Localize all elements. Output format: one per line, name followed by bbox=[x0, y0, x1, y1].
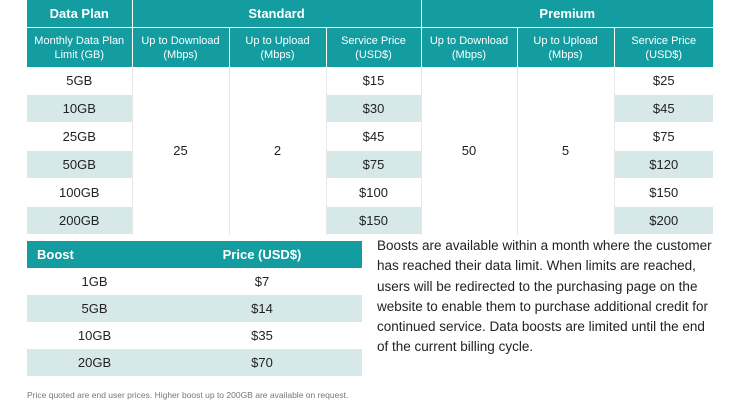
std-price: $150 bbox=[326, 206, 421, 235]
boost-table: Boost Price (USD$) 1GB $7 5GB $14 10GB $… bbox=[27, 241, 362, 376]
table-row: 10GB $35 bbox=[27, 322, 362, 349]
table-row: 100GB $100 $150 bbox=[27, 178, 713, 207]
table-row: 5GB 25 2 $15 50 5 $25 bbox=[27, 67, 713, 235]
plan-limit: 10GB bbox=[27, 94, 132, 123]
boost-size: 20GB bbox=[27, 349, 162, 376]
header-standard: Standard bbox=[131, 0, 421, 28]
table-row: 5GB $14 bbox=[27, 295, 362, 322]
header-premium: Premium bbox=[420, 0, 713, 28]
prem-price: $25 bbox=[614, 67, 713, 95]
boost-size: 10GB bbox=[27, 322, 162, 349]
plan-limit: 100GB bbox=[27, 178, 132, 207]
table-row: 1GB $7 bbox=[27, 268, 362, 295]
table-row: 200GB $150 $200 bbox=[27, 206, 713, 235]
boost-size: 1GB bbox=[27, 268, 162, 295]
footnote: Price quoted are end user prices. Higher… bbox=[27, 390, 349, 400]
prem-price: $200 bbox=[614, 206, 713, 235]
prem-price: $45 bbox=[614, 94, 713, 123]
boost-size: 5GB bbox=[27, 295, 162, 322]
subheader-prem-download: Up to Download (Mbps) bbox=[420, 27, 517, 67]
subheader-limit: Monthly Data Plan Limit (GB) bbox=[27, 27, 132, 67]
std-price: $15 bbox=[326, 67, 421, 95]
plan-limit: 200GB bbox=[27, 206, 132, 235]
subheader-std-download: Up to Download (Mbps) bbox=[131, 27, 229, 67]
prem-upload-value: 5 bbox=[516, 67, 615, 235]
boost-price: $7 bbox=[162, 268, 362, 295]
table-row: 20GB $70 bbox=[27, 349, 362, 376]
subheader-std-price: Service Price (USD$) bbox=[325, 27, 421, 67]
plan-limit: 25GB bbox=[27, 122, 132, 151]
prem-price: $150 bbox=[614, 178, 713, 207]
std-price: $45 bbox=[326, 122, 421, 151]
prem-download-value: 50 bbox=[420, 67, 518, 235]
boost-price: $35 bbox=[162, 322, 362, 349]
std-upload-value: 2 bbox=[228, 67, 327, 235]
subheader-prem-price: Service Price (USD$) bbox=[613, 27, 713, 67]
table-row: 25GB $45 $75 bbox=[27, 122, 713, 151]
table-row: 10GB $30 $45 bbox=[27, 94, 713, 123]
boost-price: $70 bbox=[162, 349, 362, 376]
prem-price: $120 bbox=[614, 150, 713, 179]
subheader-std-upload: Up to Upload (Mbps) bbox=[228, 27, 326, 67]
boost-price: $14 bbox=[162, 295, 362, 322]
table-row: 50GB $75 $120 bbox=[27, 150, 713, 179]
prem-price: $75 bbox=[614, 122, 713, 151]
boost-description: Boosts are available within a month wher… bbox=[377, 238, 712, 355]
std-download-value: 25 bbox=[131, 67, 230, 235]
data-plan-table: Data Plan Standard Premium Monthly Data … bbox=[27, 0, 713, 235]
header-data-plan: Data Plan bbox=[27, 0, 132, 28]
std-price: $75 bbox=[326, 150, 421, 179]
header-boost-price: Price (USD$) bbox=[162, 241, 362, 268]
plan-limit: 50GB bbox=[27, 150, 132, 179]
std-price: $100 bbox=[326, 178, 421, 207]
plan-limit: 5GB bbox=[27, 67, 132, 95]
subheader-prem-upload: Up to Upload (Mbps) bbox=[516, 27, 614, 67]
std-price: $30 bbox=[326, 94, 421, 123]
header-boost: Boost bbox=[27, 241, 162, 268]
